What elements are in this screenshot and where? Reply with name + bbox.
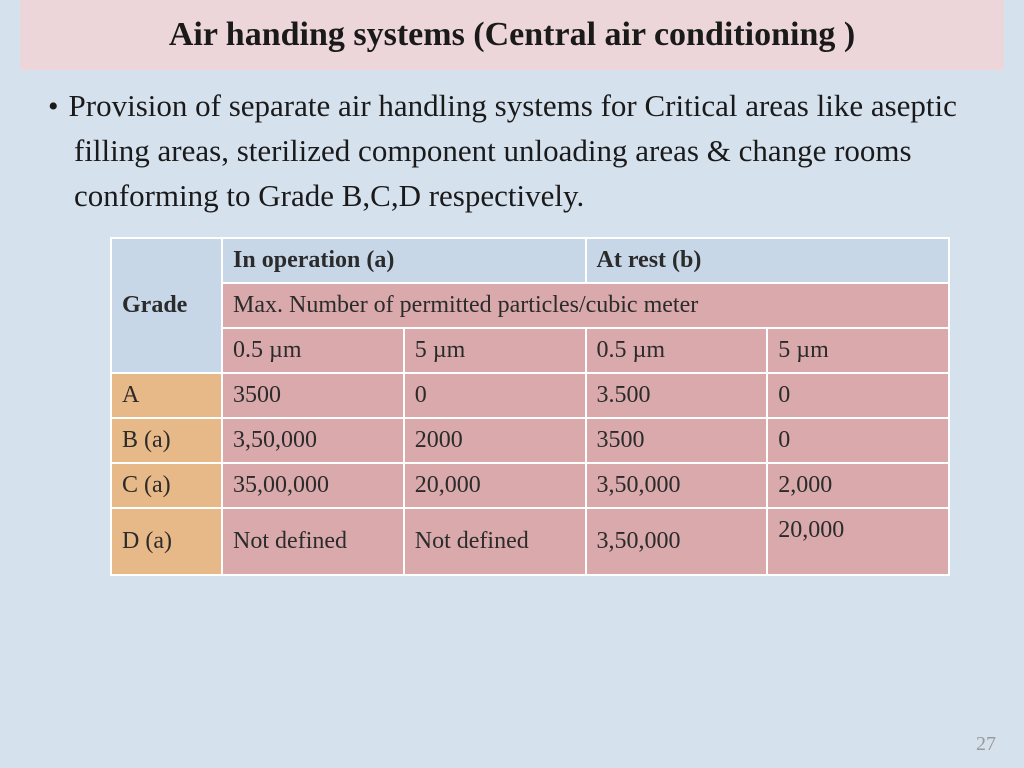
cell: 3500 <box>222 373 404 418</box>
cell: 20,000 <box>767 508 949 575</box>
col-header-span: Max. Number of permitted particles/cubic… <box>222 283 949 328</box>
cell: Not defined <box>404 508 586 575</box>
subhead-0: 0.5 µm <box>222 328 404 373</box>
table-row: B (a) 3,50,000 2000 3500 0 <box>111 418 949 463</box>
slide-title: Air handing systems (Central air conditi… <box>20 0 1004 70</box>
page-number: 27 <box>976 733 996 756</box>
cell: 3,50,000 <box>586 508 768 575</box>
cell: 35,00,000 <box>222 463 404 508</box>
table-row: D (a) Not defined Not defined 3,50,000 2… <box>111 508 949 575</box>
subhead-3: 5 µm <box>767 328 949 373</box>
subhead-1: 5 µm <box>404 328 586 373</box>
table-header-row-1: Grade In operation (a) At rest (b) <box>111 238 949 283</box>
col-header-in-operation: In operation (a) <box>222 238 585 283</box>
body-paragraph: •Provision of separate air handling syst… <box>26 70 1024 229</box>
cell: Not defined <box>222 508 404 575</box>
table-header-row-2: Max. Number of permitted particles/cubic… <box>111 283 949 328</box>
cell-grade: B (a) <box>111 418 222 463</box>
cell: 3,50,000 <box>222 418 404 463</box>
table-row: C (a) 35,00,000 20,000 3,50,000 2,000 <box>111 463 949 508</box>
cell-grade: C (a) <box>111 463 222 508</box>
table-header-row-3: 0.5 µm 5 µm 0.5 µm 5 µm <box>111 328 949 373</box>
cell: 3.500 <box>586 373 768 418</box>
cell: 0 <box>404 373 586 418</box>
cell: 3500 <box>586 418 768 463</box>
table-container: Grade In operation (a) At rest (b) Max. … <box>0 229 1024 576</box>
bullet-icon: • <box>48 90 69 123</box>
cell: 0 <box>767 373 949 418</box>
cell: 2000 <box>404 418 586 463</box>
col-header-grade: Grade <box>111 238 222 373</box>
slide: Air handing systems (Central air conditi… <box>0 0 1024 768</box>
cell: 2,000 <box>767 463 949 508</box>
cell-grade: A <box>111 373 222 418</box>
subhead-2: 0.5 µm <box>586 328 768 373</box>
grade-table: Grade In operation (a) At rest (b) Max. … <box>110 237 950 576</box>
paragraph-text: Provision of separate air handling syste… <box>69 88 957 213</box>
cell: 0 <box>767 418 949 463</box>
cell-grade: D (a) <box>111 508 222 575</box>
cell: 3,50,000 <box>586 463 768 508</box>
table-row: A 3500 0 3.500 0 <box>111 373 949 418</box>
col-header-at-rest: At rest (b) <box>586 238 949 283</box>
cell: 20,000 <box>404 463 586 508</box>
